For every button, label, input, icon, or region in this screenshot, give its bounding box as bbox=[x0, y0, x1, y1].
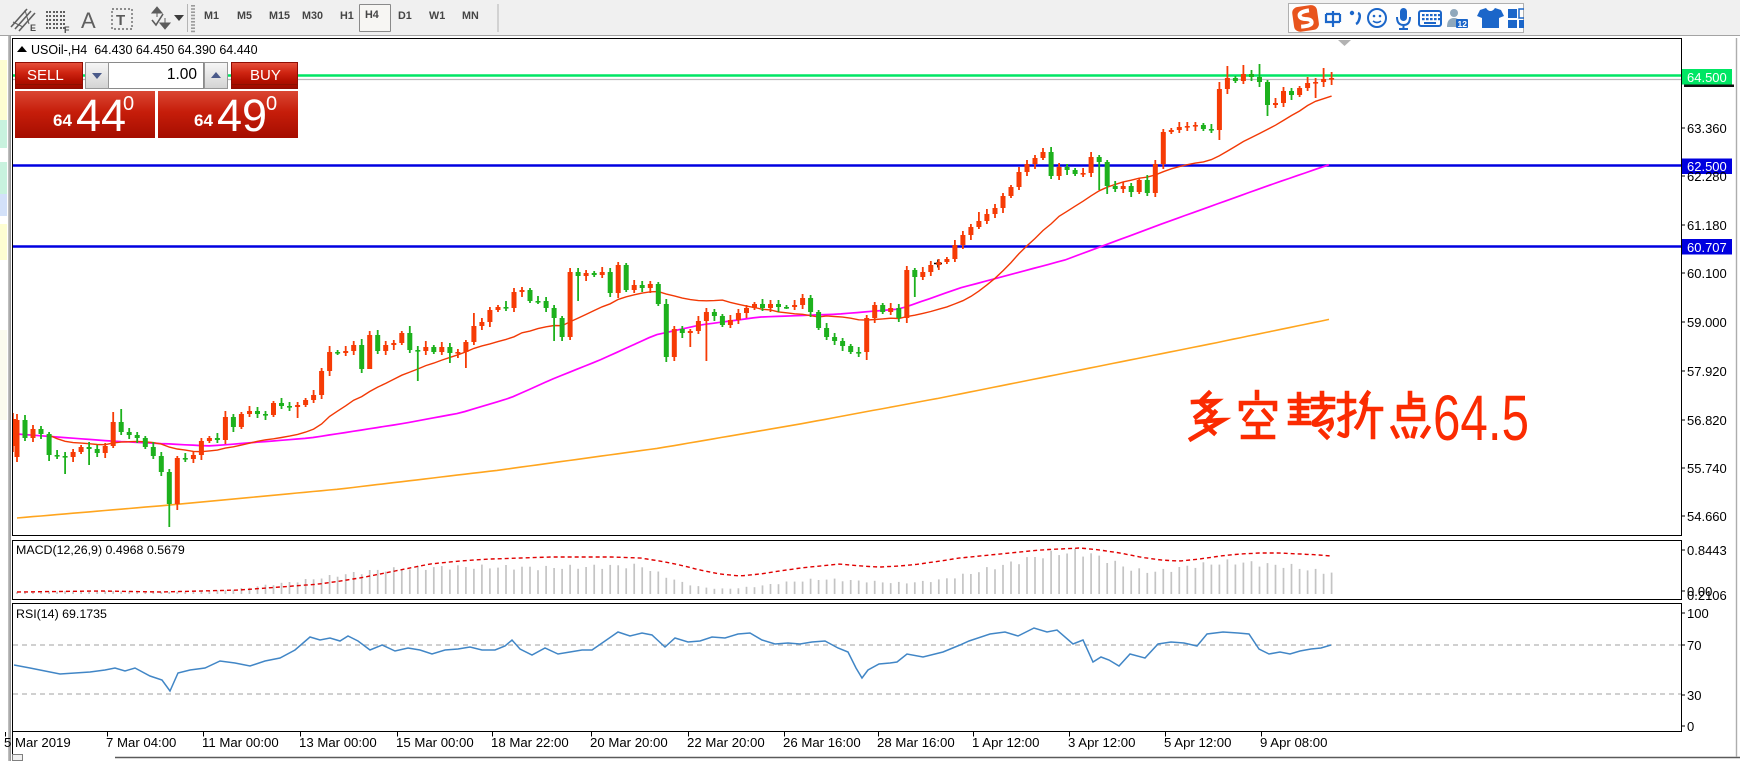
svg-text:A: A bbox=[81, 8, 96, 33]
svg-text:E: E bbox=[30, 23, 36, 33]
svg-text:T: T bbox=[116, 12, 125, 29]
svg-text:64.5: 64.5 bbox=[1433, 382, 1529, 454]
svg-text:F: F bbox=[64, 25, 70, 35]
svg-text:12: 12 bbox=[1458, 19, 1468, 29]
